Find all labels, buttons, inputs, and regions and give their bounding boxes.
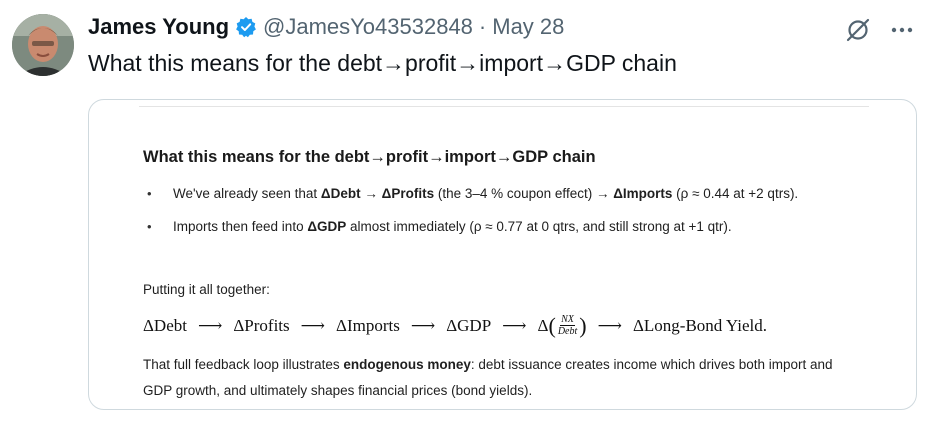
bullet-text: (ρ ≈ 0.44 at +2 qtrs). xyxy=(672,186,799,201)
tweet-header: James Young @JamesYo43532848 · May 28 xyxy=(88,14,564,40)
bullet-text: (the 3–4 % coupon effect) → xyxy=(434,186,614,201)
closing-bold: endogenous money xyxy=(343,357,471,372)
left-paren: ( xyxy=(548,312,556,338)
chain-arrow: ⟶ xyxy=(300,315,326,335)
tweet-text: What this means for the debt→profit→impo… xyxy=(88,50,677,76)
bullet-bold: ΔImports xyxy=(613,186,673,201)
bullet-bold: ΔDebt → ΔProfits xyxy=(320,186,435,201)
separator-dot: · xyxy=(478,14,487,39)
closing-paragraph: That full feedback loop illustrates endo… xyxy=(143,352,843,404)
bullet-list: We've already seen that ΔDebt → ΔProfits… xyxy=(143,180,823,240)
bullet-text: We've already seen that xyxy=(173,186,321,201)
grok-icon[interactable] xyxy=(842,14,874,46)
verified-badge-icon[interactable] xyxy=(235,16,257,38)
more-icon[interactable] xyxy=(886,14,918,46)
chain-debt: ΔDebt xyxy=(143,315,187,335)
author-handle[interactable]: @JamesYo43532848 xyxy=(263,14,473,39)
bullet-text: almost immediately (ρ ≈ 0.77 at 0 qtrs, … xyxy=(346,219,732,234)
card-title: What this means for the debt→profit→impo… xyxy=(143,148,596,166)
bullet-bold: ΔGDP xyxy=(307,219,347,234)
chain-arrow: ⟶ xyxy=(597,315,622,335)
chain-arrow: ⟶ xyxy=(197,315,223,335)
chain-profits: ΔProfits xyxy=(233,315,290,335)
bullet-item: We've already seen that ΔDebt → ΔProfits… xyxy=(143,180,823,207)
closing-text: : debt issuance creates income which dri… xyxy=(143,357,833,398)
chain-delta: Δ xyxy=(537,315,549,335)
author-name[interactable]: James Young xyxy=(88,14,230,39)
chain-yield: ΔLong-Bond Yield. xyxy=(632,315,767,335)
fraction-denominator: Debt xyxy=(557,326,578,337)
chain-imports: ΔImports xyxy=(336,315,400,335)
bullet-item: Imports then feed into ΔGDP almost immed… xyxy=(143,213,823,240)
bullet-text: Imports then feed into xyxy=(173,219,308,234)
tweet-actions xyxy=(842,14,918,46)
chain-gdp: ΔGDP xyxy=(446,315,492,335)
closing-text: That full feedback loop illustrates xyxy=(143,357,344,372)
nx-debt-fraction: NX Debt xyxy=(558,314,577,337)
fraction-numerator: NX xyxy=(560,314,575,326)
chain-arrow: ⟶ xyxy=(410,315,436,335)
attached-image-card[interactable]: What this means for the debt→profit→impo… xyxy=(88,99,917,410)
chain-arrow: ⟶ xyxy=(502,315,527,335)
card-divider xyxy=(139,106,869,107)
post-date[interactable]: May 28 xyxy=(492,14,565,39)
causal-chain-equation: ΔDebt ⟶ ΔProfits ⟶ ΔImports ⟶ ΔGDP ⟶ Δ (… xyxy=(143,314,767,337)
putting-together-label: Putting it all together: xyxy=(143,282,270,297)
right-paren: ) xyxy=(579,312,587,338)
avatar[interactable] xyxy=(12,14,74,76)
